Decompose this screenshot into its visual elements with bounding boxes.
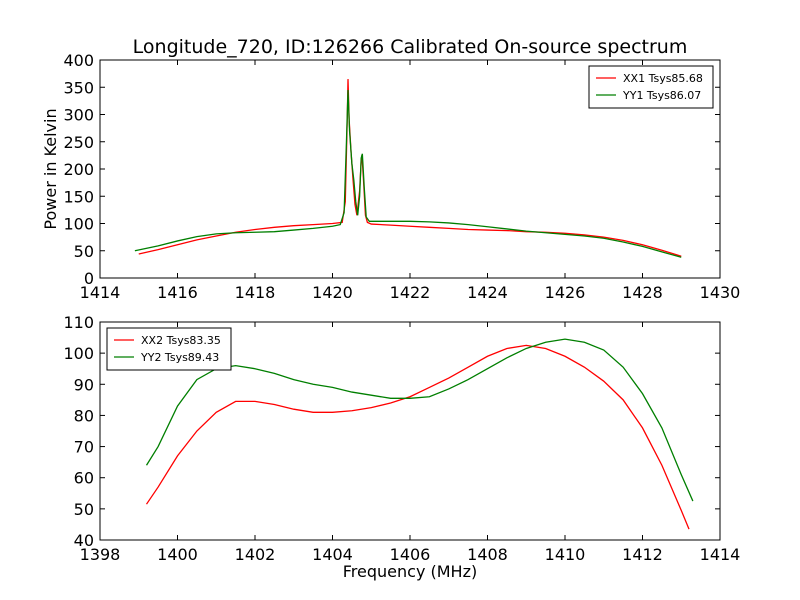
- x-tick-label: 1418: [235, 283, 276, 302]
- x-tick-label: 1424: [467, 283, 508, 302]
- y-tick-label: 200: [63, 160, 94, 179]
- series-line-1-2: [134, 89, 682, 258]
- y-tick-label: 100: [63, 215, 94, 234]
- x-tick-label: 1398: [80, 545, 121, 564]
- y-tick-label: 80: [74, 406, 94, 425]
- series-line-2-1: [145, 344, 690, 530]
- x-tick-label: 1408: [467, 545, 508, 564]
- x-tick-label: 1400: [157, 545, 198, 564]
- x-axis-title: Frequency (MHz): [343, 562, 477, 581]
- y-tick-label: 150: [63, 187, 94, 206]
- legend: XX2 Tsys83.35 YY2 Tsys89.43: [106, 327, 232, 371]
- series-line-2-2: [145, 338, 694, 502]
- x-tick-label: 1414: [80, 283, 121, 302]
- y-tick-label: 70: [74, 438, 94, 457]
- legend-label: XX2 Tsys83.35: [141, 334, 221, 347]
- legend-box: [588, 65, 714, 109]
- y-tick-label: 300: [63, 106, 94, 125]
- x-tick-label: 1402: [235, 545, 276, 564]
- y-tick-label: 100: [63, 344, 94, 363]
- x-tick-label: 1410: [545, 545, 586, 564]
- y-tick-label: 90: [74, 375, 94, 394]
- x-tick-label: 1412: [622, 545, 663, 564]
- y-tick-label: 0: [84, 269, 94, 288]
- y-tick-label: 50: [74, 242, 94, 261]
- x-tick-label: 1404: [312, 545, 353, 564]
- x-tick-label: 1428: [622, 283, 663, 302]
- y-tick-label: 250: [63, 133, 94, 152]
- subplot-1: 1414 1416 1418 1420 1422 1424 1426 1428 1430 0 50 1…: [41, 51, 740, 302]
- y-tick-label: 50: [74, 500, 94, 519]
- y-tick-label: 60: [74, 469, 94, 488]
- x-tick-label: 1416: [157, 283, 198, 302]
- legend-label: YY2 Tsys89.43: [140, 351, 219, 364]
- x-tick-label: 1414: [700, 545, 741, 564]
- legend-label: XX1 Tsys85.68: [623, 72, 703, 85]
- legend: XX1 Tsys85.68 YY1 Tsys86.07: [588, 65, 714, 109]
- x-tick-label: 1426: [545, 283, 586, 302]
- y-tick-label: 40: [74, 531, 94, 550]
- y-tick-label: 350: [63, 78, 94, 97]
- legend-label: YY1 Tsys86.07: [622, 89, 701, 102]
- x-tick-label: 1406: [390, 545, 431, 564]
- y-tick-label: 400: [63, 51, 94, 70]
- x-tick-label: 1422: [390, 283, 431, 302]
- subplot-2: 1398 1400 1402 1404 1406 1408 1410 1412 1414 40 50…: [63, 313, 740, 581]
- figure-title: Longitude_720, ID:126266 Calibrated On-s…: [133, 36, 688, 58]
- x-tick-label: 1430: [700, 283, 741, 302]
- y-axis-title: Power in Kelvin: [41, 108, 60, 229]
- legend-box: [106, 327, 232, 371]
- y-tick-label: 110: [63, 313, 94, 332]
- x-tick-label: 1420: [312, 283, 353, 302]
